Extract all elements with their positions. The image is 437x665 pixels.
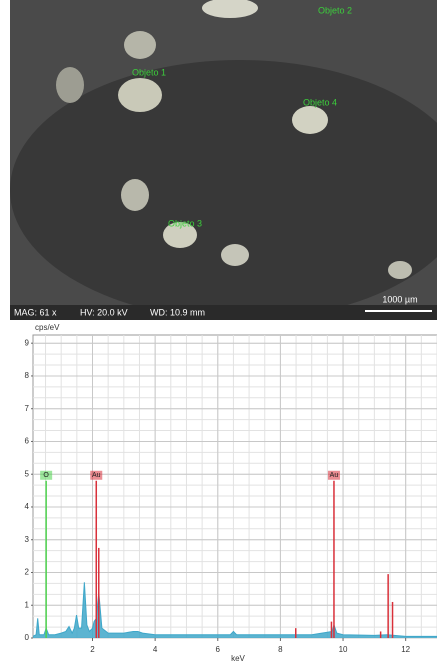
peak-label: O [43,472,49,479]
plot-area [33,335,437,638]
y-tick-label: 7 [25,404,30,413]
x-tick-label: 10 [339,645,348,654]
y-tick-label: 4 [25,502,30,511]
x-tick-label: 4 [153,645,158,654]
x-tick-label: 8 [278,645,283,654]
info-text: WD: 10.9 mm [150,307,205,317]
sem-image: Objeto 2 Objeto 1 Objeto 4 Objeto 3 MAG:… [10,0,437,320]
page: Objeto 2 Objeto 1 Objeto 4 Objeto 3 MAG:… [0,0,437,665]
y-tick-label: 3 [25,535,30,544]
x-tick-label: 12 [401,645,410,654]
object-label: Objeto 3 [168,218,202,228]
particle [118,78,162,112]
y-axis-label: cps/eV [35,323,60,332]
scale-bar-label: 1000 µm [382,294,417,304]
object-label: Objeto 4 [303,97,337,107]
info-text: HV: 20.0 kV [80,307,128,317]
y-tick-label: 6 [25,437,30,446]
peak-label: Au [330,472,339,479]
y-tick-label: 5 [25,469,30,478]
y-tick-label: 1 [25,600,30,609]
particle [56,67,84,103]
particle [388,261,412,279]
info-bar [10,305,437,320]
x-tick-label: 6 [216,645,221,654]
x-tick-label: 2 [90,645,95,654]
object-label: Objeto 2 [318,5,352,15]
particle [121,179,149,211]
peak-label: Au [92,472,101,479]
y-tick-label: 2 [25,568,30,577]
particle [124,31,156,59]
object-label: Objeto 1 [132,67,166,77]
particle [221,244,249,266]
x-axis-label: keV [231,654,245,663]
particle [292,106,328,134]
info-text: MAG: 61 x [14,307,57,317]
y-tick-label: 9 [25,338,30,347]
y-tick-label: 0 [25,633,30,642]
y-tick-label: 8 [25,371,30,380]
